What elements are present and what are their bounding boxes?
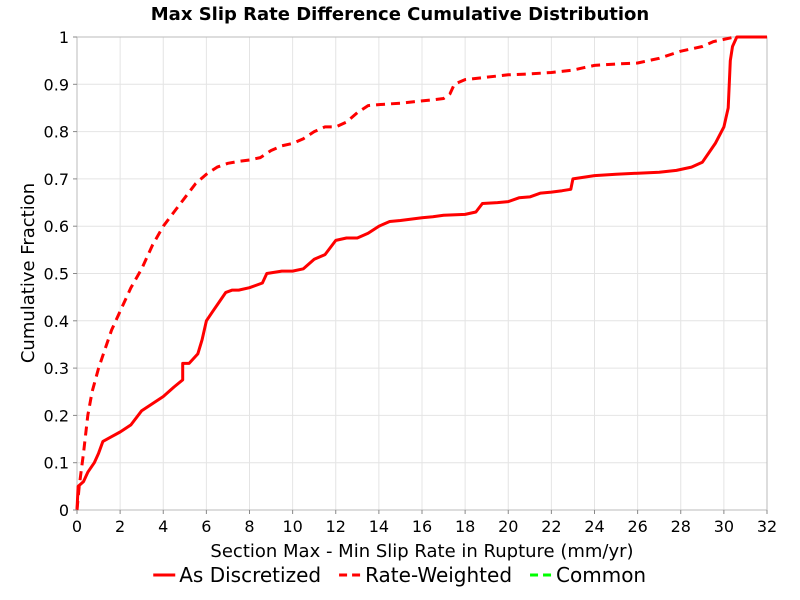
x-tick-label: 14	[369, 517, 389, 536]
y-tick-label: 0.6	[44, 217, 69, 236]
x-tick-label: 28	[671, 517, 691, 536]
y-tick-label: 0	[59, 501, 69, 520]
x-tick-label: 20	[498, 517, 518, 536]
x-tick-label: 26	[627, 517, 647, 536]
x-tick-label: 2	[115, 517, 125, 536]
legend-item-common: Common	[530, 563, 646, 587]
y-tick-label: 0.3	[44, 359, 69, 378]
x-tick-label: 30	[714, 517, 734, 536]
legend-item-as-discretized: As Discretized	[153, 563, 321, 587]
y-tick-label: 0.9	[44, 75, 69, 94]
y-tick-label: 1	[59, 28, 69, 47]
series-line-as-discretized	[75, 35, 767, 511]
x-tick-label: 12	[326, 517, 346, 536]
y-tick-label: 0.4	[44, 312, 69, 331]
y-tick-label: 0.8	[44, 123, 69, 142]
plot-area	[75, 35, 768, 511]
legend-item-rate-weighted: Rate-Weighted	[339, 563, 512, 587]
x-tick-label: 18	[455, 517, 475, 536]
x-tick-label: 22	[541, 517, 561, 536]
x-tick-label: 16	[412, 517, 432, 536]
x-tick-label: 32	[757, 517, 777, 536]
x-tick-label: 4	[158, 517, 168, 536]
legend-label: Rate-Weighted	[365, 563, 512, 587]
x-tick-label: 0	[72, 517, 82, 536]
x-tick-label: 8	[244, 517, 254, 536]
x-tick-label: 24	[584, 517, 604, 536]
x-tick-label: 10	[282, 517, 302, 536]
series-layer	[75, 35, 767, 511]
y-axis-title: Cumulative Fraction	[18, 183, 39, 363]
legend-label: As Discretized	[179, 563, 321, 587]
legend-label: Common	[556, 563, 646, 587]
x-axis-ticks: 0 2 4 6 8 10 12 14 16 18 20 22 24 26 28 30 32	[72, 510, 777, 536]
y-tick-label: 0.1	[44, 454, 69, 473]
y-tick-label: 0.7	[44, 170, 69, 189]
x-tick-label: 6	[201, 517, 211, 536]
chart-title: Max Slip Rate Difference Cumulative Dist…	[151, 4, 649, 25]
y-axis-ticks: 0 0.1 0.2 0.3 0.4 0.5 0.6 0.7 0.8 0.9 1	[44, 28, 77, 520]
series-line-rate-weighted	[75, 35, 767, 511]
x-axis-title: Section Max - Min Slip Rate in Rupture (…	[210, 541, 633, 562]
legend: As Discretized Rate-Weighted Common	[153, 563, 646, 587]
y-tick-label: 0.2	[44, 406, 69, 425]
y-tick-label: 0.5	[44, 265, 69, 284]
grid-layer	[77, 37, 767, 510]
